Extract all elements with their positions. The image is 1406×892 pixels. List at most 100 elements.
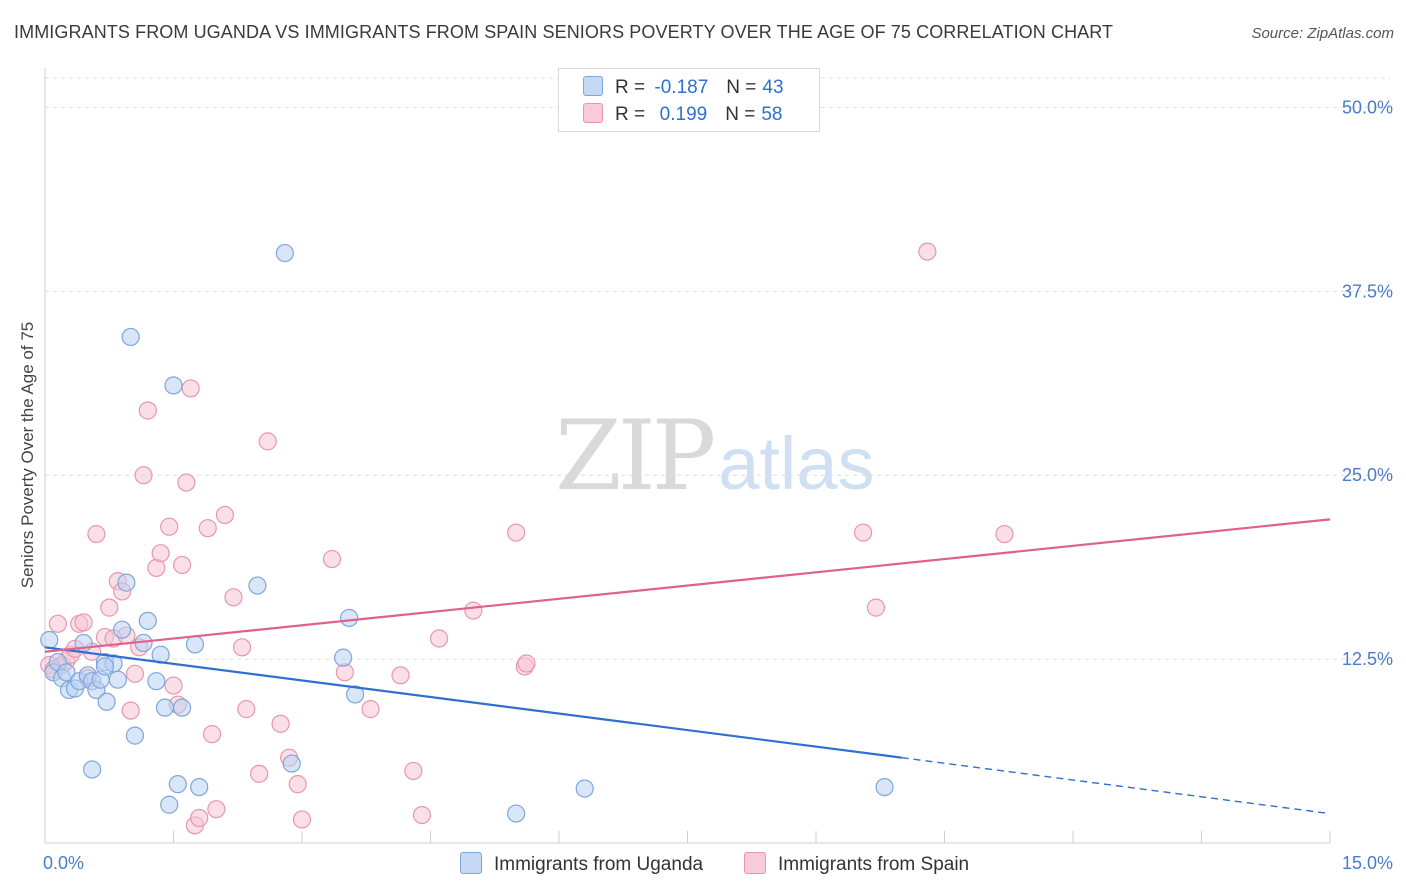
spain-trend-line [44, 518, 1331, 653]
grid-layer [45, 77, 1390, 660]
spain-point [258, 432, 277, 451]
spain-point [138, 401, 157, 420]
legend-n-value-spain: 58 [761, 104, 783, 125]
uganda-point [108, 670, 127, 689]
y-tick-label: 12.5% [1342, 649, 1393, 669]
stats-legend: R = -0.187 N = 43 R = 0.199 N = 58 [558, 68, 820, 132]
uganda-point [334, 648, 353, 667]
spain-point [207, 800, 226, 819]
spain-point [232, 638, 252, 657]
bottom-legend-spain: Immigrants from Spain [744, 852, 969, 876]
spain-point [177, 473, 196, 492]
spain-point [237, 700, 256, 719]
legend-r-label: R = [615, 104, 646, 125]
spain-point [250, 764, 269, 783]
trend-layer [44, 518, 1331, 815]
spain-point [160, 517, 179, 536]
legend-r-value-spain: 0.199 [654, 104, 708, 125]
legend-n-label: N = [725, 104, 756, 125]
uganda-legend-swatch [460, 852, 482, 874]
spain-point [918, 242, 937, 261]
zipatlas-watermark: ZIPatlas [555, 400, 875, 512]
spain-point [507, 523, 526, 542]
uganda-point [507, 804, 526, 823]
spain-point [292, 810, 312, 829]
spain-point [164, 676, 183, 695]
spain-point [404, 761, 423, 781]
spain-points [40, 242, 1014, 835]
spain-point [322, 549, 342, 569]
uganda-point [147, 672, 166, 691]
spain-point [854, 523, 873, 542]
y-tick-label: 37.5% [1342, 281, 1393, 301]
spain-swatch [583, 103, 603, 123]
uganda-point [190, 777, 209, 797]
spain-point [391, 666, 410, 685]
legend-r-value-uganda: -0.187 [654, 77, 709, 98]
spain-point [74, 613, 93, 632]
spain-point [100, 598, 119, 617]
x-tick-label-min: 0.0% [43, 853, 84, 873]
uganda-point [875, 777, 894, 797]
uganda-point [138, 611, 157, 630]
uganda-point [97, 692, 116, 711]
legend-n-value-uganda: 43 [762, 77, 784, 98]
uganda-trend-line [44, 646, 902, 759]
chart-title: IMMIGRANTS FROM UGANDA VS IMMIGRANTS FRO… [14, 22, 1114, 42]
legend-n-label: N = [726, 77, 757, 98]
uganda-point [112, 620, 132, 639]
watermark-zip: ZIP [555, 400, 716, 512]
legend-row-spain: R = 0.199 N = 58 [583, 103, 782, 127]
uganda-point [117, 573, 136, 592]
legend-row-uganda: R = -0.187 N = 43 [583, 76, 784, 100]
spain-point [87, 524, 106, 544]
spain-point [429, 629, 449, 648]
uganda-point [160, 795, 179, 814]
uganda-point [40, 630, 59, 650]
spain-point [181, 379, 200, 398]
uganda-point [95, 657, 115, 676]
uganda-point [155, 698, 175, 717]
uganda-point [57, 663, 76, 682]
y-tick-label: 50.0% [1342, 97, 1393, 117]
uganda-point [340, 608, 359, 628]
uganda-point [248, 576, 267, 595]
uganda-point [172, 698, 192, 717]
uganda-point [282, 754, 301, 773]
spain-legend-swatch [744, 852, 766, 874]
spain-point [464, 601, 483, 620]
spain-point [866, 598, 886, 617]
spain-legend-label: Immigrants from Spain [778, 854, 970, 875]
legend-r-label: R = [615, 77, 646, 98]
uganda-trend-extension [901, 756, 1331, 815]
spain-point [215, 505, 234, 525]
axis-layer [44, 68, 1331, 844]
spain-point [151, 544, 170, 563]
spain-point [224, 588, 243, 607]
spain-point [125, 664, 145, 683]
uganda-point [275, 243, 294, 263]
spain-point [517, 654, 536, 673]
spain-point [48, 614, 67, 633]
x-tick-label-max: 15.0% [1342, 853, 1393, 873]
uganda-legend-label: Immigrants from Uganda [494, 854, 704, 875]
uganda-point [125, 726, 145, 745]
uganda-point [121, 327, 140, 347]
spain-point [271, 714, 290, 733]
uganda-point [83, 760, 102, 779]
tick-layer: 12.5% 25.0% 37.5% 50.0% 0.0% 15.0% [43, 97, 1393, 873]
spain-point [190, 808, 209, 828]
spain-point [202, 725, 222, 744]
spain-point [412, 805, 432, 825]
spain-point [134, 466, 153, 485]
spain-point [172, 555, 192, 575]
uganda-point [346, 685, 365, 704]
spain-point [995, 524, 1014, 544]
spain-point [361, 700, 380, 719]
bottom-legend-uganda: Immigrants from Uganda [460, 852, 703, 876]
source-label: Source: ZipAtlas.com [1251, 25, 1394, 42]
uganda-points [40, 243, 894, 823]
y-tick-label: 25.0% [1342, 465, 1393, 485]
uganda-point [168, 775, 187, 794]
